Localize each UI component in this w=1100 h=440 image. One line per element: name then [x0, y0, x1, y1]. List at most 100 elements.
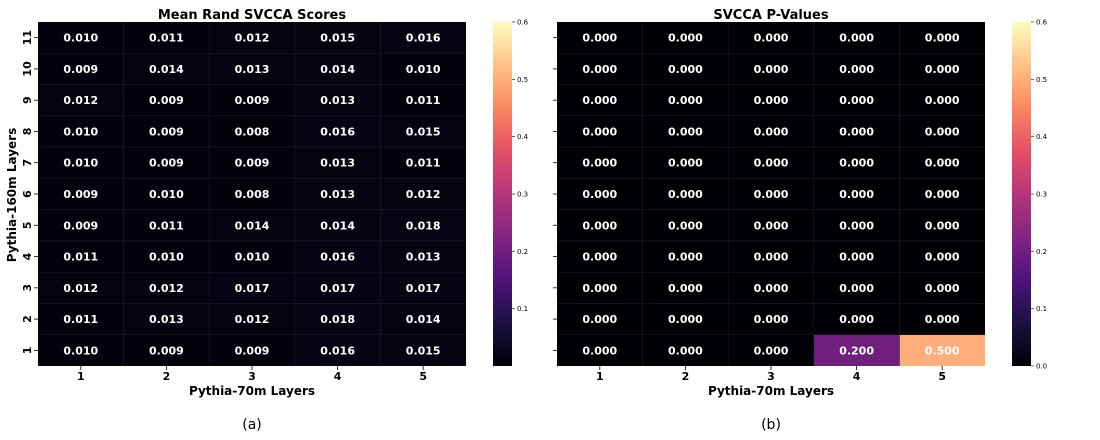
cell-value-label: 0.014 — [406, 313, 441, 326]
cell-value-label: 0.000 — [925, 125, 960, 138]
subfigure-caption-a: (a) — [242, 417, 262, 433]
heatmap-cell — [294, 147, 381, 179]
y-tick-label: 10 — [21, 61, 34, 77]
heatmap-cell — [813, 209, 900, 241]
cell-value-label: 0.000 — [754, 157, 789, 170]
heatmap-cell — [38, 147, 124, 179]
heatmap-cell — [642, 240, 729, 273]
heatmap-cell — [209, 178, 295, 210]
colorbar-tick-label: 0.4 — [517, 133, 529, 141]
heatmap-cell — [642, 147, 729, 179]
cell-value-label: 0.009 — [235, 157, 270, 170]
x-tick-label: 1 — [77, 370, 85, 383]
cell-value-label: 0.018 — [406, 219, 441, 232]
heatmap-cell — [642, 334, 729, 366]
cell-value-label: 0.000 — [668, 125, 703, 138]
x-tick-label: 5 — [938, 370, 946, 383]
colorbar-tick-label: 0.5 — [1036, 76, 1047, 84]
heatmap-cell — [38, 303, 124, 335]
cell-value-label: 0.009 — [63, 63, 98, 76]
y-tick-labels-a: 11 10 9 8 7 6 5 4 3 2 1 — [21, 30, 38, 354]
heatmap-cell — [209, 272, 295, 304]
heatmap-cell — [123, 22, 210, 54]
cell-value-label: 0.010 — [406, 63, 441, 76]
x-tick-label: 3 — [767, 370, 775, 383]
heatmap-cell — [642, 53, 729, 85]
colorbar-tick-label: 0.3 — [1036, 191, 1047, 199]
heatmap-cell — [123, 84, 210, 116]
cell-value-label: 0.012 — [149, 282, 184, 295]
heatmap-cell — [728, 240, 814, 273]
heatmap-cell — [642, 272, 729, 304]
colorbar-ticks-b: 0.0 0.1 0.2 0.3 0.4 0.5 0.6 — [1031, 19, 1048, 371]
heatmap-cell — [294, 209, 381, 241]
heatmap-cell — [380, 178, 466, 210]
chart-title-b: SVCCA P-Values — [713, 8, 828, 23]
cell-value-label: 0.000 — [839, 94, 874, 107]
heatmap-cell — [813, 303, 900, 335]
y-tick-marks-b — [553, 37, 557, 351]
cell-value-label: 0.017 — [235, 282, 270, 295]
cell-value-label: 0.017 — [406, 282, 441, 295]
cell-value-label: 0.013 — [235, 63, 270, 76]
heatmap-cell — [380, 209, 466, 241]
heatmap-cell — [557, 147, 643, 179]
colorbar-tick-label: 0.5 — [517, 76, 528, 84]
cell-value-label: 0.000 — [754, 188, 789, 201]
heatmap-cell — [294, 53, 381, 85]
y-tick-label: 2 — [21, 315, 34, 323]
cell-value-label: 0.009 — [63, 188, 98, 201]
cell-value-label: 0.008 — [235, 125, 270, 138]
cell-value-label: 0.000 — [754, 313, 789, 326]
heatmap-cell — [294, 84, 381, 116]
heatmap-cell — [813, 84, 900, 116]
cell-value-label: 0.012 — [406, 188, 441, 201]
cell-value-label: 0.500 — [925, 344, 960, 357]
cell-value-label: 0.011 — [149, 32, 184, 45]
y-tick-label: 4 — [21, 252, 34, 260]
heatmap-cell — [728, 53, 814, 85]
heatmap-cell — [38, 272, 124, 304]
x-tick-label: 3 — [248, 370, 256, 383]
heatmap-cell — [209, 115, 295, 148]
cell-value-label: 0.008 — [235, 188, 270, 201]
heatmap-cell — [557, 209, 643, 241]
heatmap-cell — [294, 22, 381, 54]
cell-value-label: 0.000 — [582, 125, 617, 138]
cell-value-label: 0.010 — [63, 125, 98, 138]
heatmap-cell — [38, 84, 124, 116]
x-axis-label-a: Pythia-70m Layers — [189, 384, 315, 398]
cell-value-label: 0.009 — [63, 219, 98, 232]
heatmap-cell — [557, 53, 643, 85]
heatmap-cell — [899, 115, 985, 148]
cell-value-label: 0.000 — [839, 282, 874, 295]
heatmap-cell — [813, 53, 900, 85]
heatmap-cell — [557, 240, 643, 273]
cell-value-label: 0.015 — [406, 125, 441, 138]
heatmap-cell — [728, 334, 814, 366]
heatmap-cell — [123, 303, 210, 335]
y-tick-label: 3 — [21, 284, 34, 292]
heatmap-cell — [380, 115, 466, 148]
colorbar-a — [493, 22, 512, 366]
cell-value-label: 0.016 — [320, 125, 355, 138]
subfigure-caption-b: (b) — [761, 417, 781, 433]
cell-value-label: 0.000 — [668, 63, 703, 76]
cell-value-label: 0.013 — [320, 94, 355, 107]
heatmap-cell — [38, 209, 124, 241]
heatmap-cell — [899, 147, 985, 179]
heatmap-cell — [294, 115, 381, 148]
heatmap-cell — [380, 22, 466, 54]
cell-value-label: 0.000 — [839, 219, 874, 232]
cell-value-label: 0.000 — [925, 157, 960, 170]
cell-value-label: 0.009 — [149, 125, 184, 138]
cell-value-label: 0.000 — [925, 63, 960, 76]
x-tick-label: 1 — [596, 370, 604, 383]
cell-value-label: 0.009 — [235, 344, 270, 357]
cell-value-label: 0.000 — [839, 125, 874, 138]
heatmap-cell — [728, 115, 814, 148]
heatmap-cell — [209, 147, 295, 179]
heatmap-cell — [899, 53, 985, 85]
colorbar-tick-label: 0.1 — [517, 305, 528, 313]
